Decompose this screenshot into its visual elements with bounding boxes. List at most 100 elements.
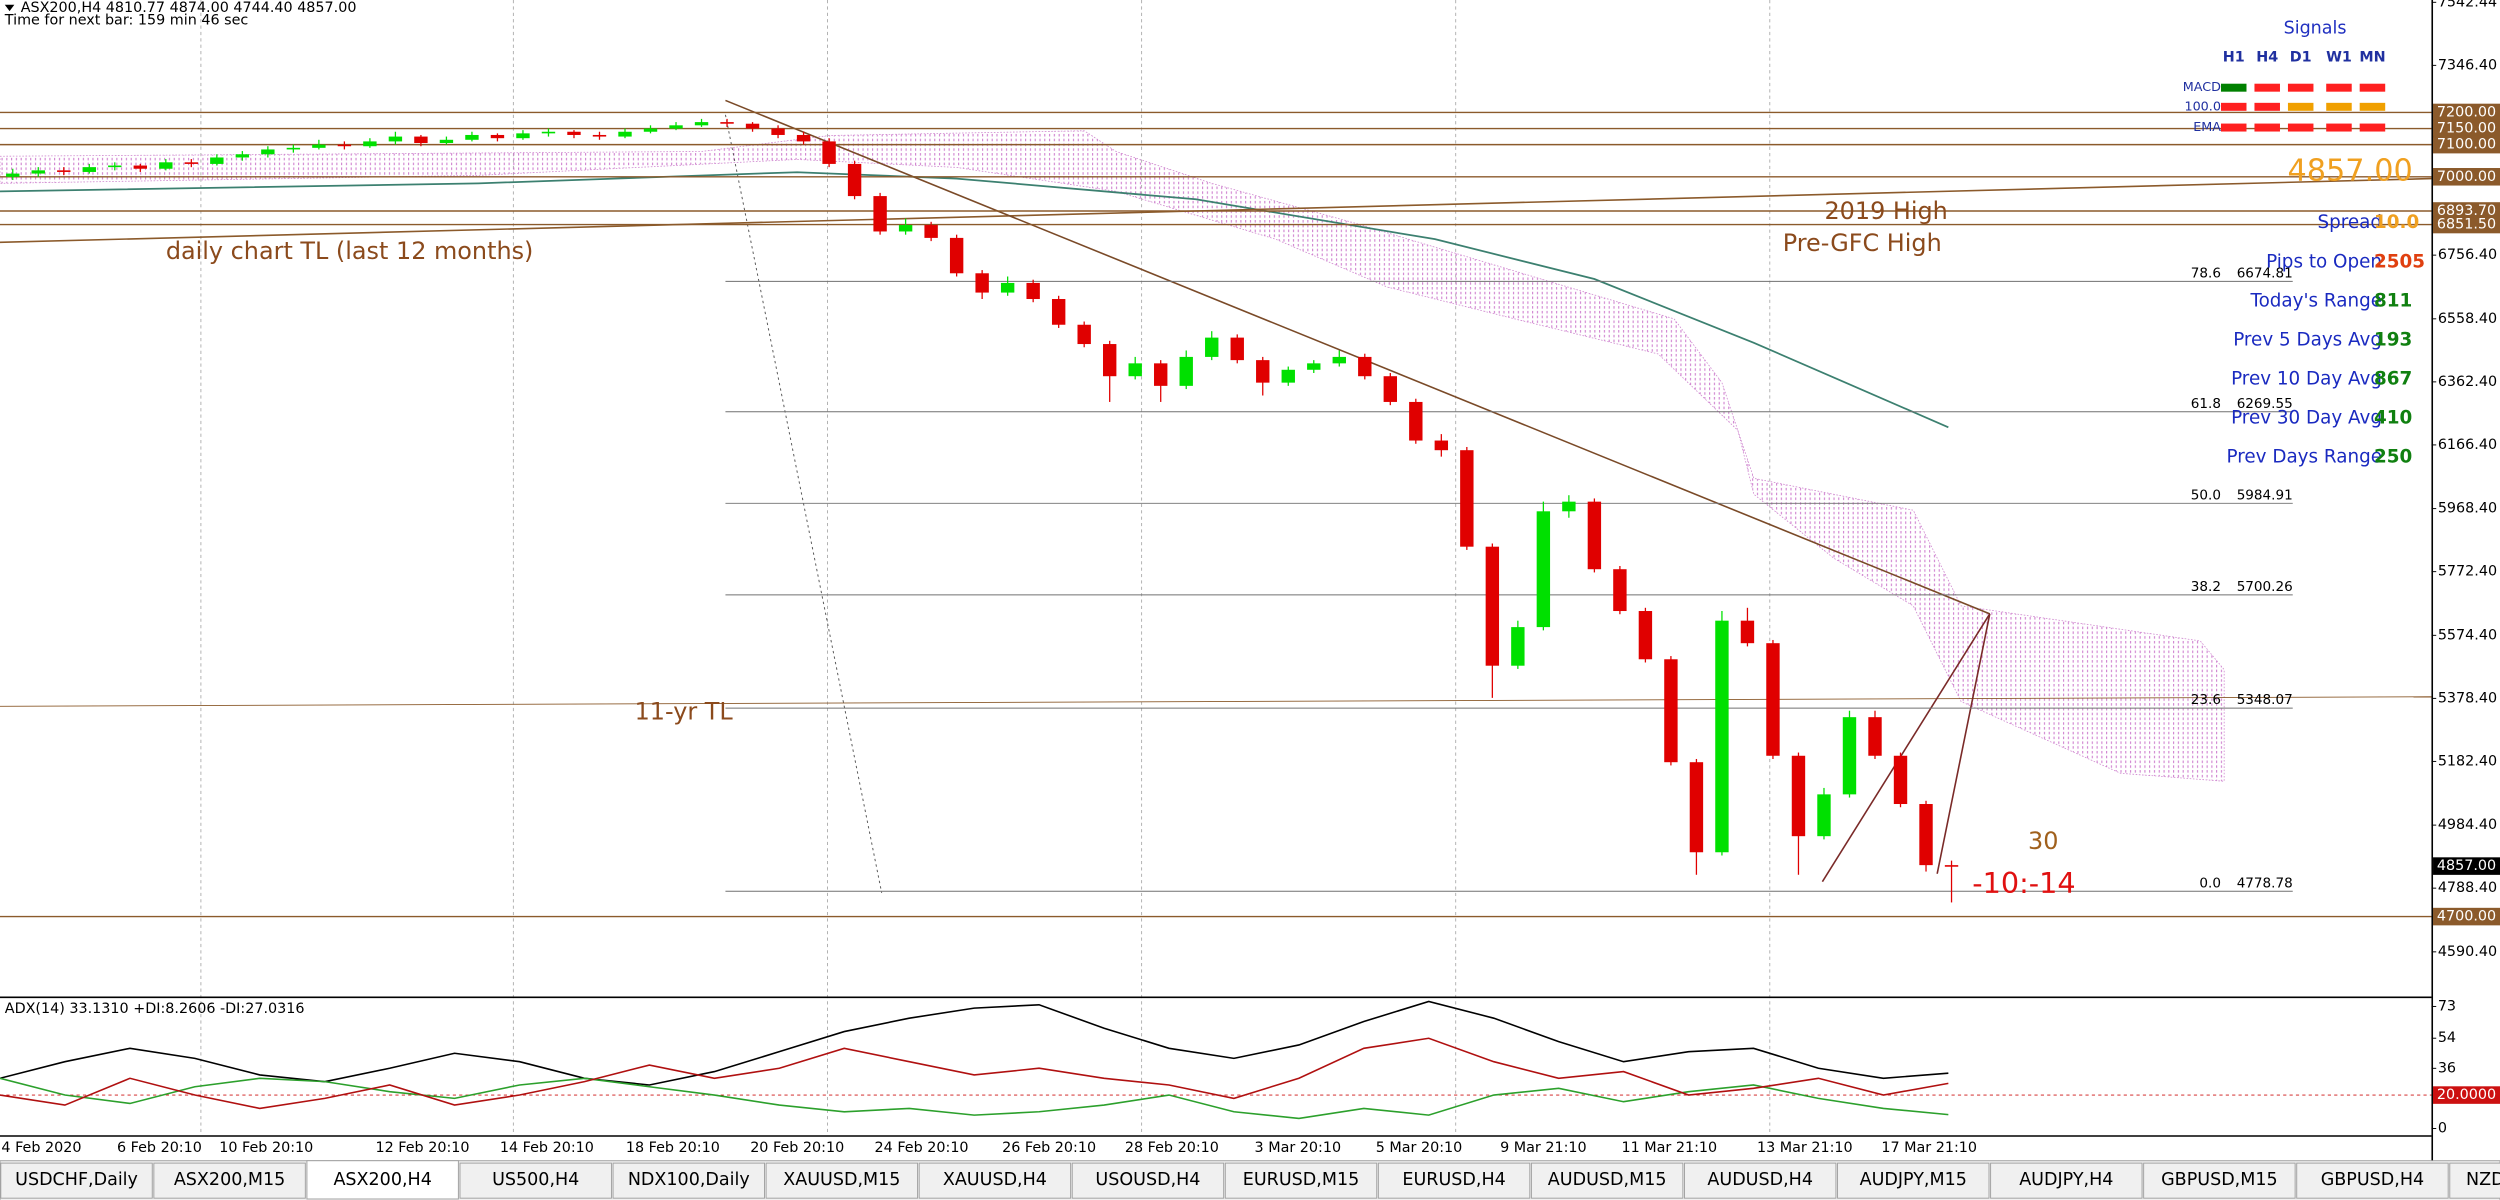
tab-label[interactable]: ASX200,H4 xyxy=(333,1170,431,1190)
tab-label[interactable]: USOUSD,H4 xyxy=(1095,1170,1200,1190)
tab[interactable] xyxy=(1837,1162,1990,1199)
signal-cell xyxy=(2220,83,2247,92)
tab[interactable] xyxy=(0,1162,153,1199)
x-tick-label: 24 Feb 20:10 xyxy=(875,1140,969,1156)
menu-arrow[interactable] xyxy=(4,4,15,12)
tab[interactable] xyxy=(1530,1162,1684,1199)
chart-annotation: Pre-GFC High xyxy=(1783,229,1942,257)
tab-label[interactable]: ASX200,M15 xyxy=(174,1170,286,1190)
tab[interactable] xyxy=(2449,1162,2500,1199)
candle-body xyxy=(847,163,862,197)
info-label: Today's Range xyxy=(2249,290,2382,311)
price-level-label: 7100.00 xyxy=(2437,137,2496,153)
tab[interactable] xyxy=(153,1162,306,1199)
tab-label[interactable]: USDCHF,Daily xyxy=(15,1170,138,1190)
signal-column: H1 xyxy=(2223,49,2245,65)
candle-body xyxy=(822,141,836,164)
fib-ratio: 61.8 xyxy=(2191,396,2221,412)
tab-label[interactable]: AUDUSD,H4 xyxy=(1707,1170,1813,1190)
price-level-label: 7150.00 xyxy=(2437,121,2496,137)
tab-label[interactable]: US500,H4 xyxy=(492,1170,579,1190)
tab[interactable] xyxy=(1377,1162,1531,1199)
x-tick-label: 3 Mar 20:10 xyxy=(1255,1140,1342,1156)
candle-body xyxy=(1026,282,1040,300)
period-separators xyxy=(200,0,1771,1136)
tab-label[interactable]: GBPUSD,H4 xyxy=(2321,1170,2424,1190)
fib-ratio: 38.2 xyxy=(2191,579,2221,595)
candle-body xyxy=(414,136,428,144)
signals-panel: H1 H4 D1 W1 MN MACD 100.0 EMA xyxy=(2183,49,2386,135)
tab-label[interactable]: EURUSD,H4 xyxy=(1402,1170,1505,1190)
candle-body xyxy=(388,136,403,142)
signal-cell xyxy=(2326,83,2352,92)
price-level-box xyxy=(2433,135,2500,154)
tab[interactable] xyxy=(765,1162,919,1199)
info-value: 10.0 xyxy=(2374,212,2419,233)
tab[interactable] xyxy=(612,1162,765,1199)
tab[interactable] xyxy=(2296,1162,2449,1199)
candle-body xyxy=(1383,376,1398,402)
x-tick-label: 13 Mar 21:10 xyxy=(1757,1140,1853,1156)
y-tick-label: 4788.40 xyxy=(2438,880,2497,896)
y-tick-label: 5772.40 xyxy=(2438,564,2497,580)
price-level-label: 7000.00 xyxy=(2437,169,2496,185)
signal-cell xyxy=(2220,123,2247,132)
signal-cell xyxy=(2287,123,2314,132)
tab[interactable] xyxy=(459,1162,612,1199)
price-level-box xyxy=(2433,103,2500,122)
info-value: 250 xyxy=(2374,447,2412,468)
candle-body xyxy=(490,134,505,139)
chart-annotation: daily chart TL (last 12 months) xyxy=(166,237,534,265)
chart-annotation: 2019 High xyxy=(1824,197,1947,225)
candle-body xyxy=(1230,337,1244,361)
info-value: 2505 xyxy=(2374,251,2425,272)
signal-cell xyxy=(2254,83,2280,92)
x-tick-label: 28 Feb 20:10 xyxy=(1125,1140,1219,1156)
y-tick-label: 6558.40 xyxy=(2438,311,2497,327)
x-tick-label: 20 Feb 20:10 xyxy=(750,1140,844,1156)
tab[interactable] xyxy=(1071,1162,1225,1199)
tab-label[interactable]: NZDUSD,M15 xyxy=(2466,1170,2500,1190)
price-level-label: 6893.70 xyxy=(2437,203,2496,219)
tab[interactable] xyxy=(918,1162,1072,1199)
tab-label[interactable]: NDX100,Daily xyxy=(628,1170,750,1190)
signal-row: EMA xyxy=(2193,120,2221,135)
tab[interactable] xyxy=(1683,1162,1837,1199)
tab[interactable] xyxy=(1224,1162,1378,1199)
x-tick-label: 11 Mar 21:10 xyxy=(1621,1140,1717,1156)
tab-label[interactable]: AUDJPY,H4 xyxy=(2019,1170,2113,1190)
indicator-line xyxy=(0,1037,1949,1110)
fib-price: 6269.55 xyxy=(2237,396,2293,412)
fib-price: 4778.78 xyxy=(2237,875,2293,891)
tab-label[interactable]: EURUSD,M15 xyxy=(1243,1170,1359,1190)
y-tick-label: 7346.40 xyxy=(2438,57,2497,73)
candle-body xyxy=(1102,344,1117,377)
tab-label[interactable]: XAUUSD,M15 xyxy=(783,1170,900,1190)
pane-frames xyxy=(0,0,2434,1161)
signal-cell xyxy=(2359,83,2386,92)
tab-label[interactable]: AUDJPY,M15 xyxy=(1860,1170,1967,1190)
fib-price: 6674.81 xyxy=(2237,265,2293,281)
adx-y-tick-label: 36 xyxy=(2438,1060,2456,1076)
candle-body xyxy=(1740,620,1755,644)
tab-label[interactable]: AUDUSD,M15 xyxy=(1548,1170,1667,1190)
price-pane: 7542.44 7346.40 6756.40 6558.40 6362.40 6166.… xyxy=(0,0,2500,1156)
candle-body xyxy=(1817,794,1831,837)
tab[interactable] xyxy=(306,1160,459,1200)
adx-y-tick-label: 0 xyxy=(2438,1121,2447,1137)
signal-column: D1 xyxy=(2290,49,2312,65)
candle-body xyxy=(643,128,658,132)
tab[interactable] xyxy=(2143,1162,2296,1199)
candle-body xyxy=(898,225,913,232)
candle-body xyxy=(1460,450,1474,547)
candle-body xyxy=(1409,401,1423,441)
tab[interactable] xyxy=(1990,1162,2143,1199)
ichimoku-cloud xyxy=(0,130,2225,782)
y-tick-label: 6362.40 xyxy=(2438,374,2497,390)
x-tick-label: 9 Mar 21:10 xyxy=(1500,1140,1587,1156)
signal-cell xyxy=(2359,102,2386,111)
candle-body xyxy=(618,131,632,137)
tab-label[interactable]: GBPUSD,M15 xyxy=(2161,1170,2278,1190)
candle-body xyxy=(949,237,964,274)
tab-label[interactable]: XAUUSD,H4 xyxy=(943,1170,1047,1190)
